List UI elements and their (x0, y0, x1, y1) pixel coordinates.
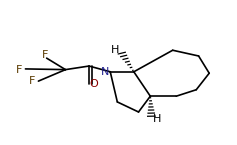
Text: H: H (153, 114, 162, 124)
Text: O: O (90, 79, 99, 89)
Text: H: H (111, 45, 119, 55)
Text: F: F (29, 76, 36, 86)
Text: F: F (16, 65, 22, 75)
Text: N: N (101, 67, 109, 77)
Text: F: F (42, 50, 49, 60)
